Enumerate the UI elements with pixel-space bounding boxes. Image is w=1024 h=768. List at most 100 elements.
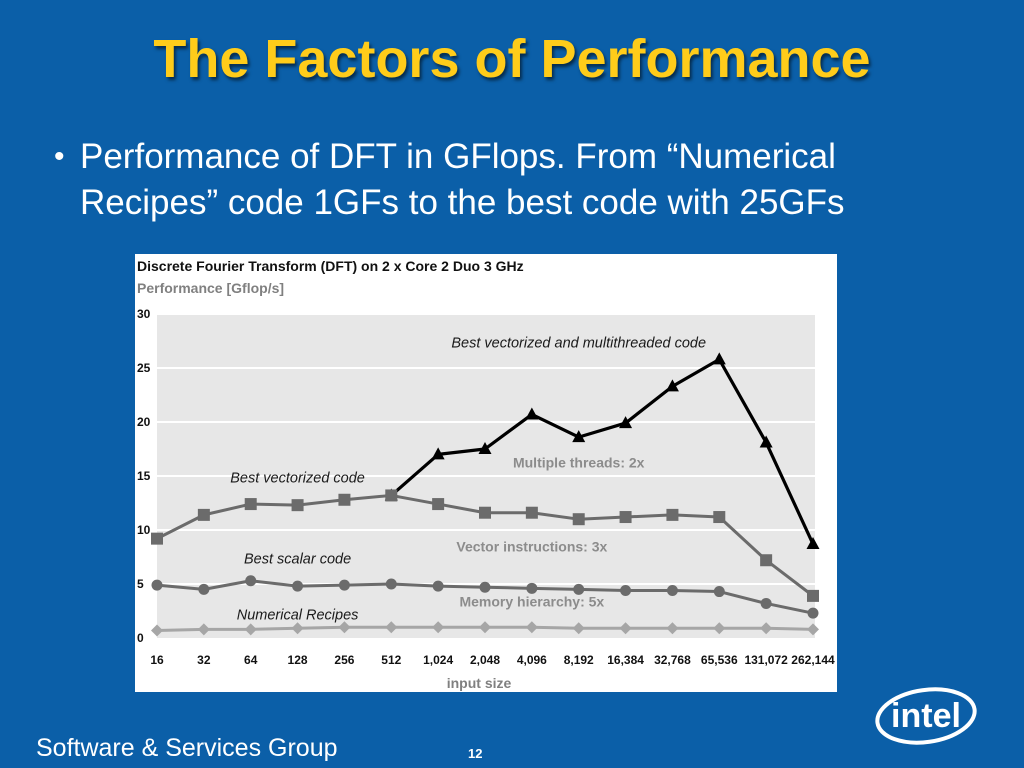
y-tick-label-20: 20 [137,415,151,429]
marker-s2-12 [713,586,725,598]
marker-s3-13 [760,622,773,635]
slide-title: The Factors of Performance [153,29,871,89]
x-tick-label-12: 65,536 [701,653,738,667]
marker-s1-2 [244,498,257,511]
series-label-3: Numerical Recipes [237,608,359,624]
marker-s0-4 [572,430,586,443]
series-label-1: Best vectorized code [230,470,365,486]
marker-s1-4 [338,493,351,506]
logo-wordmark: intel [891,697,961,735]
marker-s3-5 [385,621,398,634]
footer-group-name: Software & Services Group [36,734,338,762]
marker-s2-0 [151,579,163,591]
marker-s1-5 [385,489,398,502]
dft-performance-chart: 0 5 10 15 20 25 30 16 32 64 128 256 512 1,024 2,048 4,0… [135,254,837,692]
marker-s1-14 [807,589,819,602]
marker-s1-1 [197,508,210,521]
x-tick-label-9: 8,192 [564,653,594,667]
x-tick-label-3: 128 [288,653,308,667]
marker-s3-2 [244,623,257,636]
marker-s1-6 [432,498,445,511]
marker-s2-4 [338,579,350,591]
marker-s2-3 [292,580,304,592]
x-tick-label-10: 16,384 [607,653,644,667]
marker-s3-11 [666,622,679,635]
axis-labels: 0 5 10 15 20 25 30 16 32 64 128 256 512 1,024 2,048 4,0… [137,307,835,667]
marker-s0-3 [525,407,539,420]
marker-s2-13 [760,597,772,609]
marker-s1-10 [619,511,632,524]
marker-s0-7 [712,352,726,365]
marker-s2-1 [198,583,210,595]
y-tick-label-15: 15 [137,469,151,483]
marker-s2-10 [620,584,632,596]
marker-s2-11 [666,584,678,596]
x-tick-label-8: 4,096 [517,653,547,667]
bullet-text: Performance of DFT in GFlops. From “Nume… [80,137,845,222]
marker-s0-5 [619,416,633,429]
y-tick-label-30: 30 [137,307,151,321]
marker-s1-9 [572,513,585,526]
marker-s0-8 [759,435,773,448]
chart-svg: 0 5 10 15 20 25 30 16 32 64 128 256 512 1,024 2,048 4,0… [137,258,835,691]
x-tick-label-2: 64 [244,653,258,667]
marker-s3-4 [338,621,351,634]
x-tick-label-14: 262,144 [791,653,835,667]
x-tick-label-13: 131,072 [744,653,788,667]
series-markers [151,352,820,637]
marker-s3-14 [807,623,819,636]
marker-s3-12 [713,622,726,635]
marker-s2-14 [807,607,819,619]
bullet-dot-icon: • [54,140,65,173]
x-tick-label-1: 32 [197,653,211,667]
x-tick-label-5: 512 [381,653,401,667]
marker-s2-6 [432,580,444,592]
x-tick-label-0: 16 [150,653,164,667]
marker-s0-6 [665,379,679,392]
x-tick-label-7: 2,048 [470,653,500,667]
marker-s2-8 [526,582,538,594]
series-label-0: Best vectorized and multithreaded code [451,335,706,351]
y-tick-label-10: 10 [137,523,151,537]
marker-s1-3 [291,499,304,512]
marker-s1-7 [479,506,491,519]
marker-s3-8 [525,621,538,634]
x-axis-label: input size [447,675,512,691]
marker-s3-10 [619,622,632,635]
marker-s1-11 [666,508,679,521]
marker-s1-13 [760,554,773,567]
chart-title: Discrete Fourier Transform (DFT) on 2 x … [137,258,524,274]
y-tick-label-0: 0 [137,631,144,645]
series-label-2: Best scalar code [244,551,351,567]
x-tick-label-4: 256 [334,653,354,667]
chart-annotations: Best vectorized and multithreaded code Be… [230,335,706,623]
y-tick-label-5: 5 [137,577,144,591]
y-tick-label-25: 25 [137,361,151,375]
marker-s0-2 [478,442,492,454]
logo-swoosh-icon [875,687,977,745]
marker-s3-0 [151,624,163,637]
speedup-annotation-1: Vector instructions: 3x [456,539,607,555]
marker-s3-1 [197,623,210,636]
marker-s2-7 [479,581,491,593]
marker-s3-6 [432,621,445,634]
series-line-0 [390,357,815,545]
speedup-annotation-0: Multiple threads: 2x [513,454,645,470]
marker-s2-2 [245,575,257,587]
x-tick-label-11: 32,768 [654,653,691,667]
intel-logo: intel [875,687,977,745]
marker-s1-0 [151,532,163,545]
marker-s2-5 [385,578,397,590]
marker-s3-9 [572,622,585,635]
bullet-point: • Performance of DFT in GFlops. From “Nu… [54,134,974,226]
marker-s3-7 [479,621,491,634]
marker-s2-9 [573,583,585,595]
marker-s0-1 [431,447,445,460]
marker-s1-12 [713,511,726,524]
marker-s3-3 [291,622,304,635]
x-tick-label-6: 1,024 [423,653,453,667]
page-number: 12 [468,746,483,761]
marker-s0-9 [806,537,820,550]
y-axis-label: Performance [Gflop/s] [137,280,284,296]
marker-s1-8 [525,506,538,519]
